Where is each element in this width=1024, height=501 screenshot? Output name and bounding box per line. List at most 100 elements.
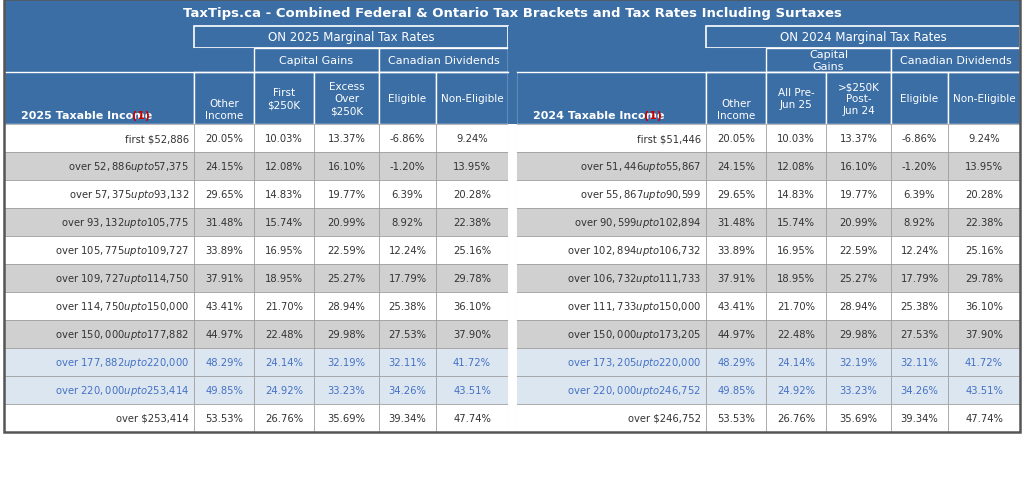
Bar	[508, 348, 516, 376]
Text: -6.86%: -6.86%	[902, 134, 937, 144]
Text: 43.51%: 43.51%	[965, 385, 1002, 395]
Text: 26.76%: 26.76%	[265, 413, 303, 423]
Text: 18.95%: 18.95%	[777, 274, 815, 284]
Text: 18.95%: 18.95%	[265, 274, 303, 284]
Bar	[891, 49, 1020, 73]
Bar	[766, 153, 826, 181]
Bar	[314, 153, 379, 181]
Bar	[436, 404, 508, 432]
Bar	[254, 49, 379, 73]
Text: Capital Gains: Capital Gains	[280, 56, 353, 66]
Bar	[254, 236, 314, 265]
Bar	[4, 348, 194, 376]
Text: Canadian Dividends: Canadian Dividends	[900, 56, 1012, 66]
Text: 25.16%: 25.16%	[453, 245, 492, 256]
Bar	[4, 27, 194, 49]
Text: Eligible: Eligible	[900, 94, 939, 104]
Text: 31.48%: 31.48%	[205, 217, 243, 227]
Text: ON 2025 Marginal Tax Rates: ON 2025 Marginal Tax Rates	[267, 32, 434, 45]
Text: 21.70%: 21.70%	[777, 302, 815, 312]
Text: 2024 Taxable Income: 2024 Taxable Income	[534, 110, 669, 120]
Text: 29.65%: 29.65%	[205, 189, 243, 199]
Text: 22.38%: 22.38%	[453, 217, 490, 227]
Bar	[706, 376, 766, 404]
Bar	[254, 348, 314, 376]
Bar	[254, 181, 314, 208]
Bar	[891, 236, 948, 265]
Bar	[948, 73, 1020, 125]
Text: 26.76%: 26.76%	[777, 413, 815, 423]
Bar	[436, 265, 508, 293]
Bar	[948, 181, 1020, 208]
Text: 48.29%: 48.29%	[717, 357, 755, 367]
Bar	[508, 293, 516, 320]
Bar	[826, 404, 891, 432]
Text: ON 2024 Marginal Tax Rates: ON 2024 Marginal Tax Rates	[779, 32, 946, 45]
Bar	[314, 125, 379, 153]
Text: 29.65%: 29.65%	[717, 189, 755, 199]
Text: 10.03%: 10.03%	[777, 134, 815, 144]
Text: over $106,732 up to $111,733: over $106,732 up to $111,733	[567, 272, 701, 286]
Text: >$250K
Post-
Jun 24: >$250K Post- Jun 24	[838, 82, 880, 116]
Text: 36.10%: 36.10%	[453, 302, 490, 312]
Text: 31.48%: 31.48%	[717, 217, 755, 227]
Bar	[891, 181, 948, 208]
Text: 12.08%: 12.08%	[265, 162, 303, 172]
Bar	[891, 73, 948, 125]
Bar	[4, 153, 194, 181]
Text: over $109,727 up to $114,750: over $109,727 up to $114,750	[55, 272, 189, 286]
Bar	[948, 376, 1020, 404]
Text: 25.27%: 25.27%	[840, 274, 878, 284]
Text: 13.95%: 13.95%	[453, 162, 490, 172]
Text: Excess
Over
$250K: Excess Over $250K	[329, 82, 365, 116]
Text: 53.53%: 53.53%	[717, 413, 755, 423]
Text: (1): (1)	[644, 110, 662, 120]
Bar	[766, 49, 891, 73]
Text: 44.97%: 44.97%	[717, 329, 755, 339]
Bar	[948, 320, 1020, 348]
Bar	[194, 153, 254, 181]
Bar	[254, 404, 314, 432]
Text: 22.59%: 22.59%	[328, 245, 366, 256]
Bar	[4, 49, 194, 73]
Text: 2025 Taxable Income: 2025 Taxable Income	[22, 110, 157, 120]
Text: 8.92%: 8.92%	[904, 217, 935, 227]
Text: 9.24%: 9.24%	[456, 134, 487, 144]
Text: 19.77%: 19.77%	[840, 189, 878, 199]
Bar	[706, 73, 766, 125]
Bar	[314, 265, 379, 293]
Bar	[706, 49, 766, 73]
Bar	[891, 320, 948, 348]
Bar	[508, 376, 516, 404]
Bar	[948, 208, 1020, 236]
Bar	[706, 181, 766, 208]
Text: 37.91%: 37.91%	[205, 274, 243, 284]
Bar	[948, 265, 1020, 293]
Text: 12.24%: 12.24%	[900, 245, 939, 256]
Text: 33.23%: 33.23%	[328, 385, 366, 395]
Text: Non-Eligible: Non-Eligible	[440, 94, 504, 104]
Text: -1.20%: -1.20%	[390, 162, 425, 172]
Bar	[194, 320, 254, 348]
Bar	[4, 208, 194, 236]
Text: 33.23%: 33.23%	[840, 385, 878, 395]
Bar	[379, 181, 436, 208]
Bar	[508, 73, 516, 125]
Bar	[826, 73, 891, 125]
Bar	[948, 348, 1020, 376]
Text: All Pre-
Jun 25: All Pre- Jun 25	[777, 88, 814, 110]
Bar	[436, 320, 508, 348]
Bar	[891, 376, 948, 404]
Bar	[948, 125, 1020, 153]
Text: 47.74%: 47.74%	[965, 413, 1002, 423]
Text: 37.90%: 37.90%	[965, 329, 1002, 339]
Bar	[766, 376, 826, 404]
Text: 32.19%: 32.19%	[840, 357, 878, 367]
Bar	[379, 404, 436, 432]
Text: over $150,000 up to $177,882: over $150,000 up to $177,882	[55, 327, 189, 341]
Text: 24.92%: 24.92%	[265, 385, 303, 395]
Bar	[194, 181, 254, 208]
Bar	[766, 293, 826, 320]
Bar	[436, 73, 508, 125]
Bar	[766, 404, 826, 432]
